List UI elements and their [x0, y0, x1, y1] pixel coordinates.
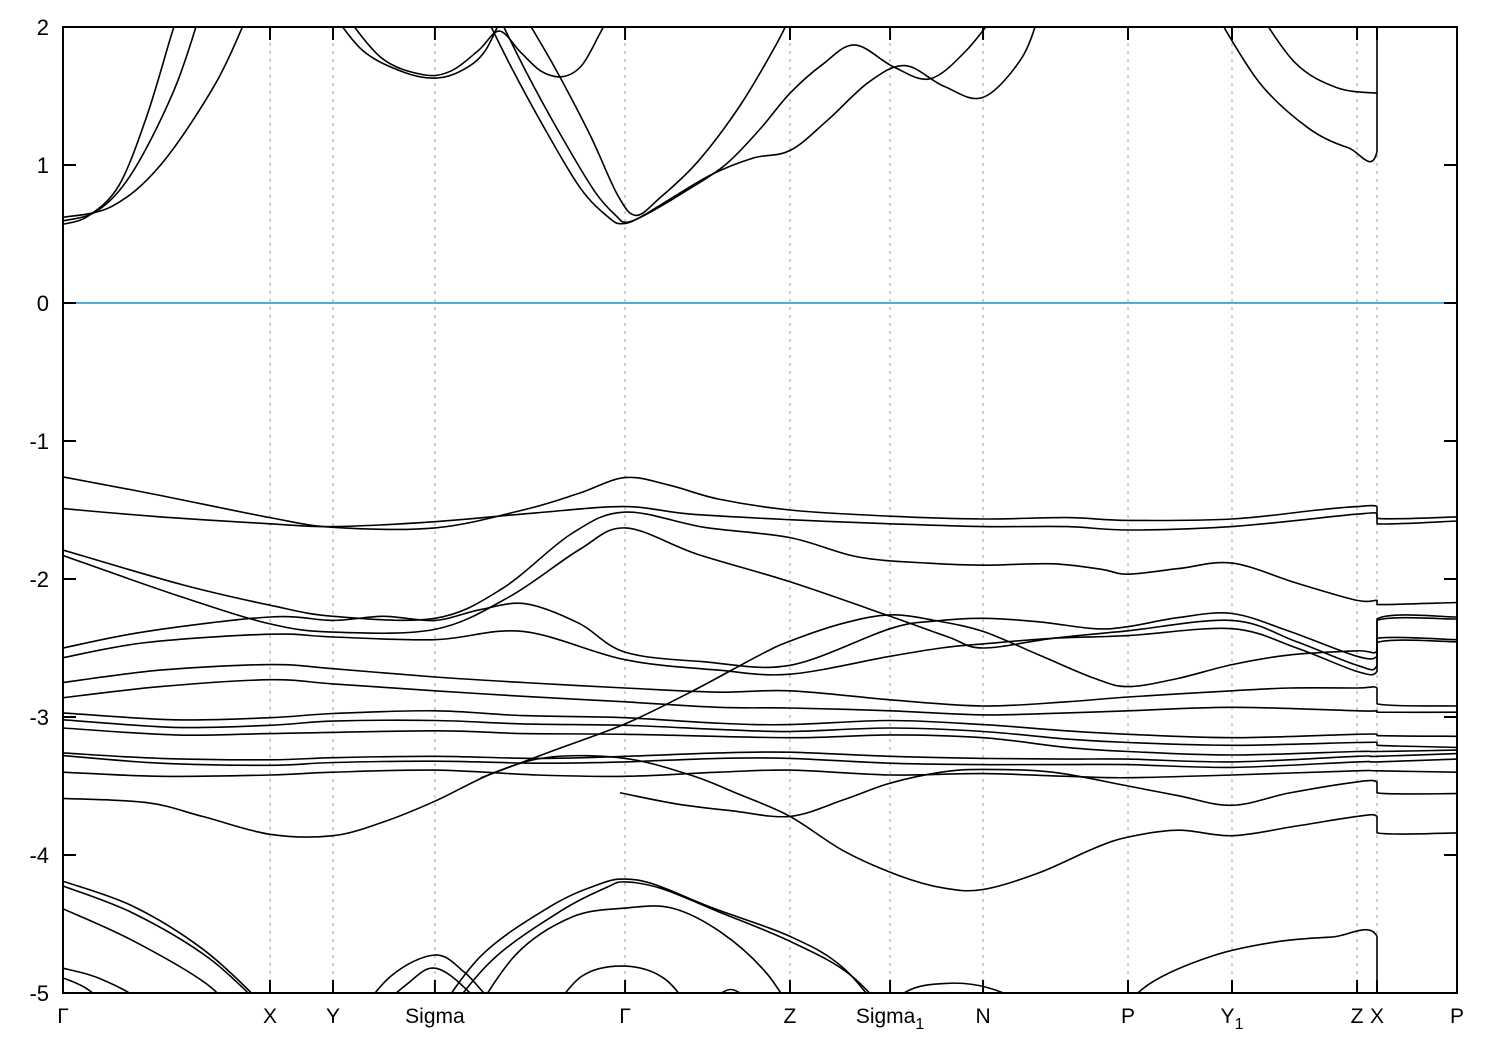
x-tick-label: Z — [1351, 1005, 1364, 1028]
band-line — [63, 602, 1457, 669]
x-gridlines — [269, 27, 1378, 993]
band-line — [63, 678, 1457, 716]
band-line — [353, 27, 605, 78]
band-line — [486, 905, 782, 993]
band-line — [63, 27, 244, 219]
band-line — [63, 880, 253, 993]
plot-frame — [62, 26, 1458, 994]
x-tick-label: Y — [326, 1005, 340, 1028]
band-line — [63, 727, 1457, 756]
band-line — [63, 719, 1457, 749]
band-line — [720, 988, 742, 993]
band-lines — [63, 27, 1457, 993]
band-line — [341, 27, 499, 79]
axis-frame — [62, 26, 1458, 994]
band-line — [1136, 928, 1378, 993]
band-line — [902, 982, 1006, 993]
x-tick-label: Γ — [57, 1005, 69, 1028]
band-line — [63, 709, 1457, 739]
band-line — [502, 27, 987, 224]
band-line — [63, 27, 197, 222]
band-line — [63, 908, 219, 993]
band-line — [530, 27, 787, 217]
band-line — [1267, 27, 1378, 94]
y-tick-label: 1 — [37, 153, 49, 178]
y-tick-label: -1 — [29, 429, 49, 454]
x-tick-label: P — [1121, 1005, 1135, 1028]
y-tick-label: 2 — [37, 15, 49, 40]
y-tick-label: -4 — [29, 843, 49, 868]
band-line — [63, 511, 1457, 622]
band-line — [373, 954, 485, 993]
y-tick-label: 0 — [37, 291, 49, 316]
band-line — [63, 27, 175, 226]
band-line — [564, 965, 680, 993]
x-tick-label: X — [263, 1005, 277, 1028]
band-line — [63, 663, 1457, 707]
band-line — [63, 476, 1457, 531]
band-line — [63, 967, 131, 993]
x-tick-label: N — [975, 1005, 990, 1028]
x-axis-labels: Γ X Y Sigma Γ Z Sigma1 N P Y1 Z X P — [57, 1005, 1464, 1033]
y-tick-label: -3 — [29, 705, 49, 730]
x-tick-label: X — [1370, 1005, 1384, 1028]
x-tick-label: Z — [784, 1005, 797, 1028]
band-line — [462, 881, 871, 993]
axis-ticks — [62, 26, 1458, 994]
x-tick-label: Sigma — [405, 1005, 465, 1028]
band-line — [63, 769, 1457, 779]
band-line — [1222, 27, 1378, 163]
band-line — [63, 505, 1457, 531]
band-line — [63, 977, 94, 993]
band-line — [63, 885, 250, 993]
band-line — [395, 967, 472, 993]
y-tick-label: -2 — [29, 567, 49, 592]
band-line — [619, 768, 1457, 818]
band-line — [63, 754, 1457, 892]
band-line — [63, 627, 1457, 676]
y-axis-labels: -5 -4 -3 -2 -1 0 1 2 — [29, 15, 49, 1006]
band-line — [63, 754, 1457, 769]
band-line — [63, 527, 1457, 671]
band-line — [480, 614, 1457, 779]
band-line — [450, 878, 868, 993]
band-line — [490, 27, 1036, 225]
x-tick-label: Sigma1 — [856, 1005, 925, 1033]
x-tick-label: P — [1450, 1005, 1464, 1028]
band-line — [63, 751, 1457, 763]
x-tick-label: Y1 — [1221, 1005, 1244, 1033]
x-tick-label: Γ — [619, 1005, 631, 1028]
y-tick-label: -5 — [29, 981, 49, 1006]
